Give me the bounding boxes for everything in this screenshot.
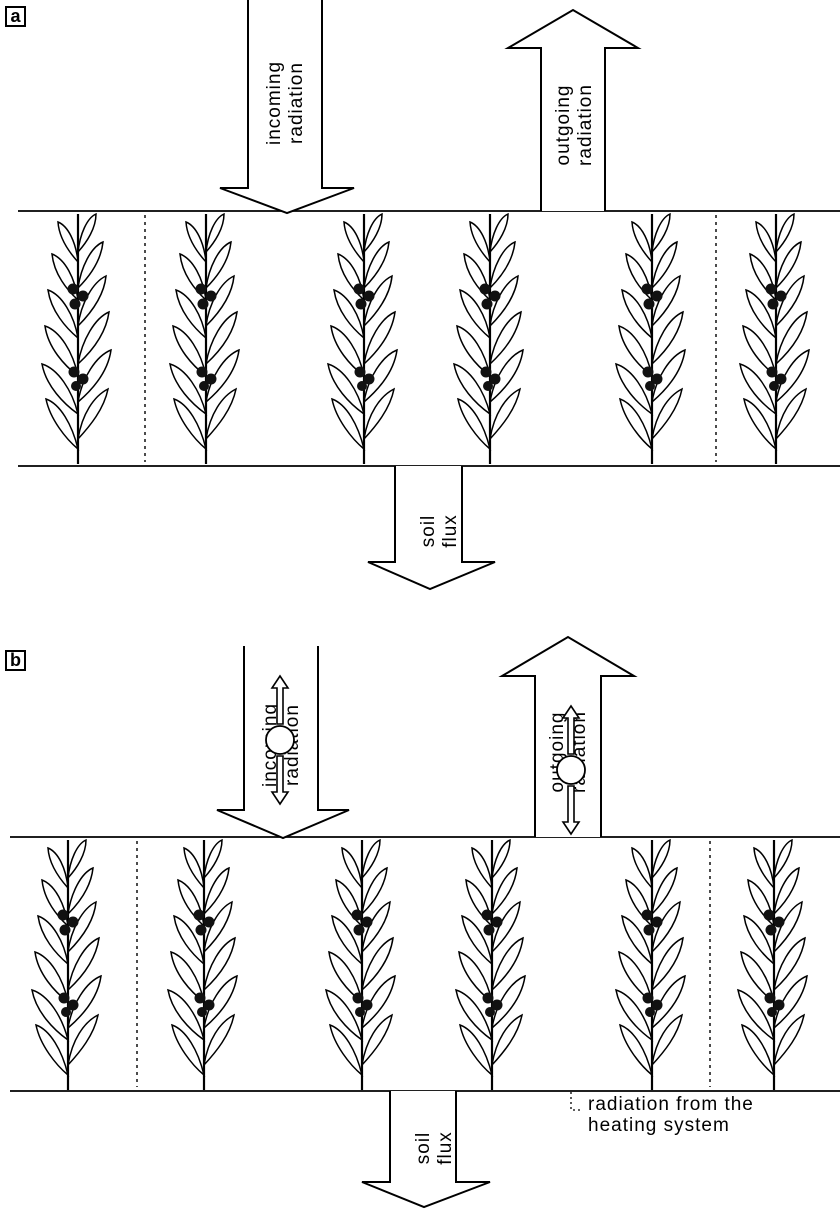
plant-icon: [166, 838, 239, 1092]
panel-a-tag-box: [5, 6, 26, 27]
heating-system-label-2: heating system: [588, 1115, 730, 1136]
incoming-radiation-label-2: radiation: [286, 62, 307, 144]
incoming-radiation-arrow: [219, 0, 355, 215]
heating-system-label: radiation from the: [588, 1094, 754, 1115]
plant-icon: [30, 838, 103, 1092]
panel-b-tag-box: [5, 650, 26, 671]
panel-a-tag: a: [10, 6, 21, 26]
soil-flux-arrow: [367, 466, 496, 591]
plant-icon: [452, 212, 525, 466]
plant-icon: [614, 212, 687, 466]
incoming-radiation-label: incoming: [264, 61, 285, 145]
outgoing-radiation-arrow: [504, 8, 642, 211]
soil-flux-label: soil: [413, 1132, 434, 1165]
plant-icon: [614, 838, 687, 1092]
plant-icon: [40, 212, 113, 466]
plant-icon: [168, 212, 241, 466]
plant-icon: [324, 838, 397, 1092]
outgoing-radiation-label: outgoing: [553, 85, 574, 166]
plant-icon: [738, 212, 811, 466]
soil-flux-arrow: [361, 1091, 491, 1209]
panel-a: a incoming radiation outgoing radiation …: [5, 0, 840, 591]
panel-b: b incoming radiation outgoing radiation …: [5, 635, 840, 1209]
panel-b-tag: b: [10, 650, 21, 670]
plant-icon: [454, 838, 527, 1092]
soil-flux-label: soil: [418, 515, 439, 548]
heating-leader-line: [570, 1092, 581, 1111]
plant-icon: [736, 838, 809, 1092]
soil-flux-label-2: flux: [440, 514, 461, 548]
plant-icon: [326, 212, 399, 466]
soil-flux-label-2: flux: [435, 1131, 456, 1165]
outgoing-radiation-label-2: radiation: [575, 84, 596, 166]
